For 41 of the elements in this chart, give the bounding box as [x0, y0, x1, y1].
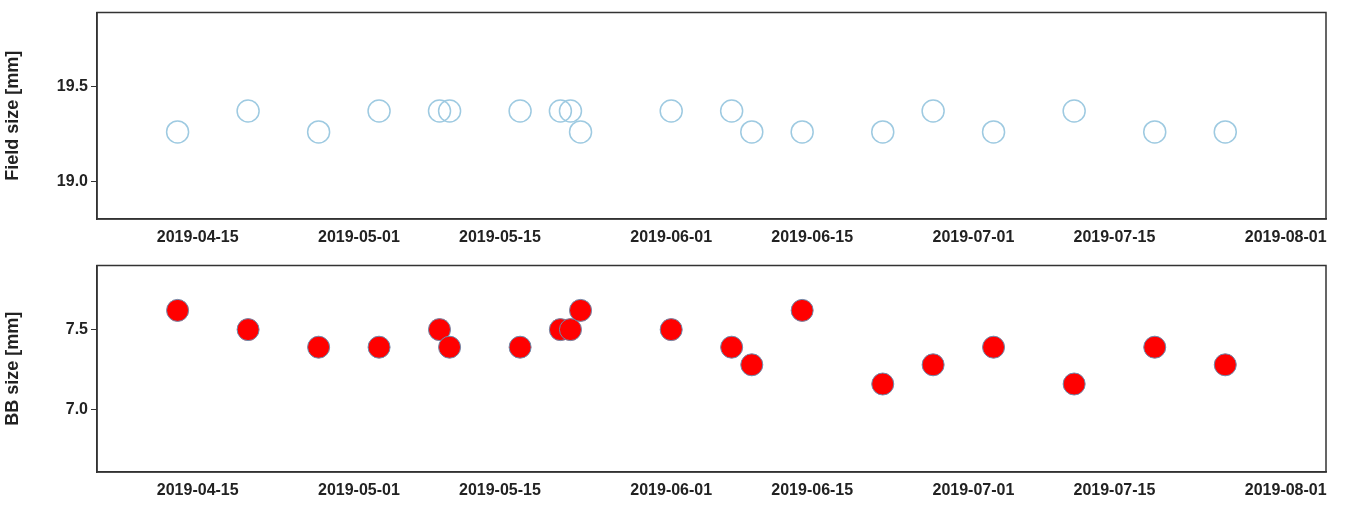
y-tick-label: 19.5 — [56, 76, 89, 94]
point — [1062, 372, 1086, 396]
point — [740, 353, 764, 377]
y-tick-label: 7.0 — [65, 400, 89, 418]
x-tick-label: 2019-05-01 — [318, 481, 400, 499]
point — [438, 335, 462, 359]
point — [720, 335, 744, 359]
x-tick-label: 2019-07-15 — [1073, 228, 1156, 246]
x-tick-label: 2019-05-15 — [459, 481, 541, 499]
x-tick-label: 2019-06-15 — [771, 481, 854, 499]
point — [236, 318, 260, 342]
y-tick-label: 19.0 — [56, 171, 89, 189]
point — [1213, 353, 1237, 377]
point — [558, 318, 582, 342]
point — [166, 298, 190, 322]
x-tick-label: 2019-06-01 — [630, 481, 713, 499]
y-tick-label: 7.5 — [65, 320, 89, 338]
point — [921, 353, 945, 377]
y-axis-title: Field size [mm] — [1, 50, 22, 181]
x-tick-label: 2019-08-01 — [1244, 481, 1327, 499]
x-tick-label: 2019-08-01 — [1244, 228, 1327, 246]
x-tick-label: 2019-07-01 — [932, 481, 1015, 499]
point — [982, 335, 1006, 359]
point — [1143, 335, 1167, 359]
point — [367, 335, 391, 359]
x-tick-label: 2019-07-01 — [932, 228, 1015, 246]
x-tick-label: 2019-05-15 — [459, 228, 541, 246]
x-tick-label: 2019-06-15 — [771, 228, 854, 246]
x-tick-label: 2019-04-15 — [156, 228, 239, 246]
x-tick-label: 2019-05-01 — [318, 228, 400, 246]
x-tick-label: 2019-06-01 — [630, 228, 713, 246]
point — [659, 318, 683, 342]
point — [790, 298, 814, 322]
point — [428, 318, 452, 342]
point — [307, 335, 331, 359]
point — [871, 372, 895, 396]
point — [569, 298, 593, 322]
y-axis-title: BB size [mm] — [1, 311, 22, 426]
point — [508, 335, 532, 359]
x-tick-label: 2019-07-15 — [1073, 481, 1156, 499]
x-tick-label: 2019-04-15 — [156, 481, 239, 499]
